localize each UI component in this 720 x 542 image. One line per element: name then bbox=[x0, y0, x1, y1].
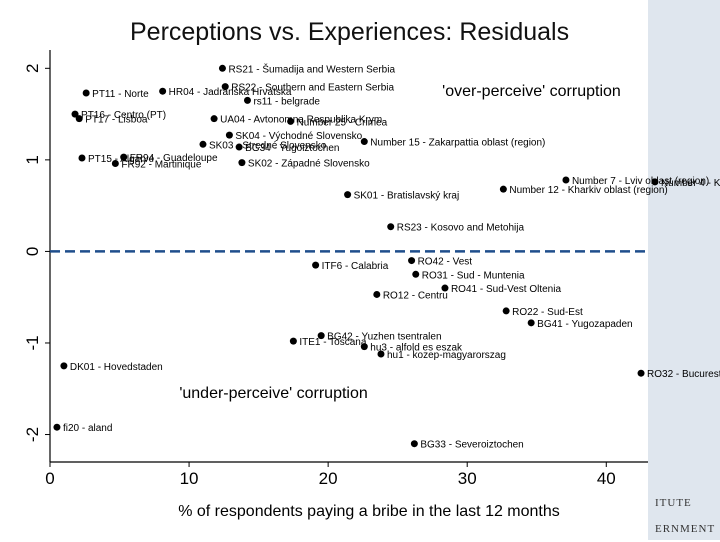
point-23 bbox=[408, 257, 416, 265]
point-13 bbox=[78, 154, 86, 162]
point-label-29: BG42 - Yuzhen tsentralen bbox=[327, 332, 441, 343]
point-14 bbox=[120, 153, 128, 161]
point-label-33: DK01 - Hovedstaden bbox=[70, 362, 163, 373]
y-tick-label-2: 0 bbox=[23, 247, 42, 256]
point-22 bbox=[312, 261, 320, 269]
point-21 bbox=[387, 223, 395, 231]
y-tick-label-3: 1 bbox=[23, 155, 42, 164]
point-7 bbox=[210, 115, 218, 123]
x-tick-label-2: 20 bbox=[319, 469, 338, 488]
decorative-side-band bbox=[648, 0, 720, 540]
point-33 bbox=[60, 362, 68, 370]
point-label-4: PT11 - Norte bbox=[92, 89, 149, 100]
point-label-2: HR04 - Jadranska Hrvatska bbox=[169, 87, 292, 98]
x-tick-label-0: 0 bbox=[45, 469, 54, 488]
point-label-20: SK01 - Bratislavský kraj bbox=[354, 191, 460, 202]
point-label-36: BG33 - Severoiztochen bbox=[420, 440, 523, 451]
point-label-14: FR94 - Guadeloupe bbox=[130, 153, 218, 164]
point-label-6: PT17 - Lisboa bbox=[85, 115, 148, 126]
annotation-1: 'under-perceive' corruption bbox=[179, 385, 367, 402]
point-label-26: RO12 - Centru bbox=[383, 290, 448, 301]
annotation-0: 'over-perceive' corruption bbox=[442, 83, 621, 100]
point-label-10: Number 15 - Zakarpattia oblast (region) bbox=[370, 138, 545, 149]
logo-line-2: ERNMENT bbox=[655, 523, 716, 535]
point-label-3: rs11 - belgrade bbox=[253, 96, 320, 107]
point-label-24: RO31 - Sud - Muntenia bbox=[422, 270, 525, 281]
point-3 bbox=[243, 96, 251, 104]
point-29 bbox=[317, 332, 325, 340]
x-tick-label-4: 40 bbox=[597, 469, 616, 488]
point-label-19: Number 12 - Kharkiv oblast (region) bbox=[509, 185, 667, 196]
point-5 bbox=[71, 110, 79, 118]
point-label-31: hu1 - kozep-magyarorszag bbox=[387, 350, 506, 361]
point-label-23: RO42 - Vest bbox=[418, 257, 473, 268]
point-label-5: PT16 - Centro (PT) bbox=[81, 110, 166, 121]
x-tick-label-1: 10 bbox=[180, 469, 199, 488]
x-axis-title: % of respondents paying a bribe in the l… bbox=[178, 503, 560, 520]
point-18 bbox=[651, 178, 659, 186]
point-label-7: UA04 - Avtonomna Respublika Krym bbox=[220, 115, 382, 126]
point-17 bbox=[562, 176, 570, 184]
point-label-18: Number 4 - Kiev oblast bbox=[661, 178, 720, 189]
point-9 bbox=[225, 131, 233, 139]
point-label-1: RS22 - Southern and Eastern Serbia bbox=[231, 83, 394, 94]
point-11 bbox=[199, 140, 207, 148]
point-label-16: SK02 - Západné Slovensko bbox=[248, 159, 370, 170]
point-label-30: ITE1 - Toscana bbox=[299, 337, 367, 348]
point-label-21: RS23 - Kosovo and Metohija bbox=[397, 223, 525, 234]
data-points: RS21 - Šumadija and Western Serbia RS22 -… bbox=[53, 62, 720, 451]
point-16 bbox=[238, 159, 246, 167]
point-6 bbox=[75, 115, 83, 123]
point-36 bbox=[410, 440, 418, 448]
point-label-22: ITF6 - Calabria bbox=[322, 261, 389, 272]
logo-fragment: ITUTE ERNMENT bbox=[655, 490, 715, 542]
point-label-15: FR92 - Martinique bbox=[121, 160, 201, 171]
chart-title: Perceptions vs. Experiences: Residuals bbox=[130, 18, 570, 46]
point-28 bbox=[527, 319, 535, 327]
point-label-27: RO22 - Sud-Est bbox=[512, 307, 583, 318]
point-label-12: BG34 - Yugoiztochen bbox=[245, 143, 339, 154]
point-20 bbox=[344, 191, 352, 199]
point-24 bbox=[412, 270, 420, 278]
point-4 bbox=[82, 89, 90, 97]
point-30 bbox=[289, 337, 297, 345]
point-label-0: RS21 - Šumadija and Western Serbia bbox=[228, 62, 395, 75]
y-tick-label-1: -1 bbox=[23, 335, 42, 350]
point-27 bbox=[502, 307, 510, 315]
point-31 bbox=[377, 350, 385, 358]
y-tick-label-4: 2 bbox=[23, 64, 42, 73]
point-19 bbox=[499, 185, 507, 193]
point-1 bbox=[221, 83, 229, 91]
point-label-34: RO32 - Bucuresti - Ilfov bbox=[647, 369, 720, 380]
point-label-32: hu3 - alfold es eszak bbox=[370, 343, 463, 354]
point-label-11: SK03 - Stredné Slovensko bbox=[209, 140, 327, 151]
logo-line-1: ITUTE bbox=[655, 497, 692, 509]
point-35 bbox=[53, 423, 61, 431]
y-tick-label-0: -2 bbox=[23, 427, 42, 442]
point-label-35: fi20 - aland bbox=[63, 423, 112, 434]
point-label-17: Number 7 - Lviv oblast (region) bbox=[572, 176, 709, 187]
point-label-8: Number 25 - Crimea bbox=[297, 117, 388, 128]
point-0 bbox=[218, 64, 226, 72]
point-12 bbox=[235, 143, 243, 151]
point-32 bbox=[360, 343, 368, 351]
x-tick-label-3: 30 bbox=[458, 469, 477, 488]
point-25 bbox=[441, 284, 449, 292]
point-label-9: SK04 - Východné Slovensko bbox=[235, 131, 362, 142]
point-2 bbox=[159, 87, 167, 95]
point-10 bbox=[360, 138, 368, 146]
point-label-25: RO41 - Sud-Vest Oltenia bbox=[451, 284, 561, 295]
point-34 bbox=[637, 369, 645, 377]
point-label-28: BG41 - Yugozapaden bbox=[537, 319, 632, 330]
point-26 bbox=[373, 290, 381, 298]
annotations: 'over-perceive' corruption 'under-perceiv… bbox=[179, 83, 620, 402]
point-8 bbox=[287, 117, 295, 125]
point-15 bbox=[111, 160, 119, 168]
